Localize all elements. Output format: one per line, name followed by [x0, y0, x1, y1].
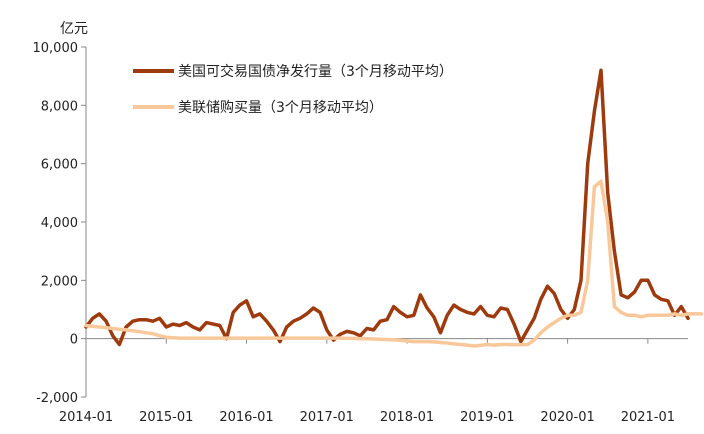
series-line-2	[84, 179, 704, 348]
legend: 美国可交易国债净发行量（3个月移动平均） 美联储购买量（3个月移动平均）	[133, 63, 453, 116]
y-tick-label: 0	[70, 333, 78, 348]
x-tick-label: 2019-01	[460, 410, 514, 425]
legend-label-series-2: 美联储购买量（3个月移动平均）	[178, 100, 383, 116]
y-tick-label: 10,000	[33, 41, 79, 56]
x-tick-label: 2021-01	[621, 410, 675, 425]
series-layer	[84, 68, 704, 348]
y-axis-ticks: 10,000 8,000 6,000 4,000 2,000 0 -2,000	[33, 41, 86, 406]
y-unit-label: 亿元	[60, 21, 88, 37]
x-tick-label: 2014-01	[59, 410, 113, 425]
x-tick-label: 2015-01	[139, 410, 193, 425]
x-tick-label: 2020-01	[540, 410, 594, 425]
y-tick-label: 4,000	[41, 216, 78, 231]
y-tick-label: 8,000	[41, 99, 78, 114]
y-tick-label: -2,000	[36, 391, 78, 406]
y-tick-label: 2,000	[41, 274, 78, 289]
x-axis-ticks: 2014-01 2015-01 2016-01 2017-01 2018-01 2019-…	[59, 338, 675, 425]
x-tick-label: 2016-01	[219, 410, 273, 425]
y-tick-label: 6,000	[41, 158, 78, 173]
legend-label-series-1: 美国可交易国债净发行量（3个月移动平均）	[178, 63, 453, 80]
x-tick-label: 2017-01	[300, 410, 354, 425]
series-line-1	[84, 68, 690, 347]
x-tick-label: 2018-01	[380, 410, 434, 425]
